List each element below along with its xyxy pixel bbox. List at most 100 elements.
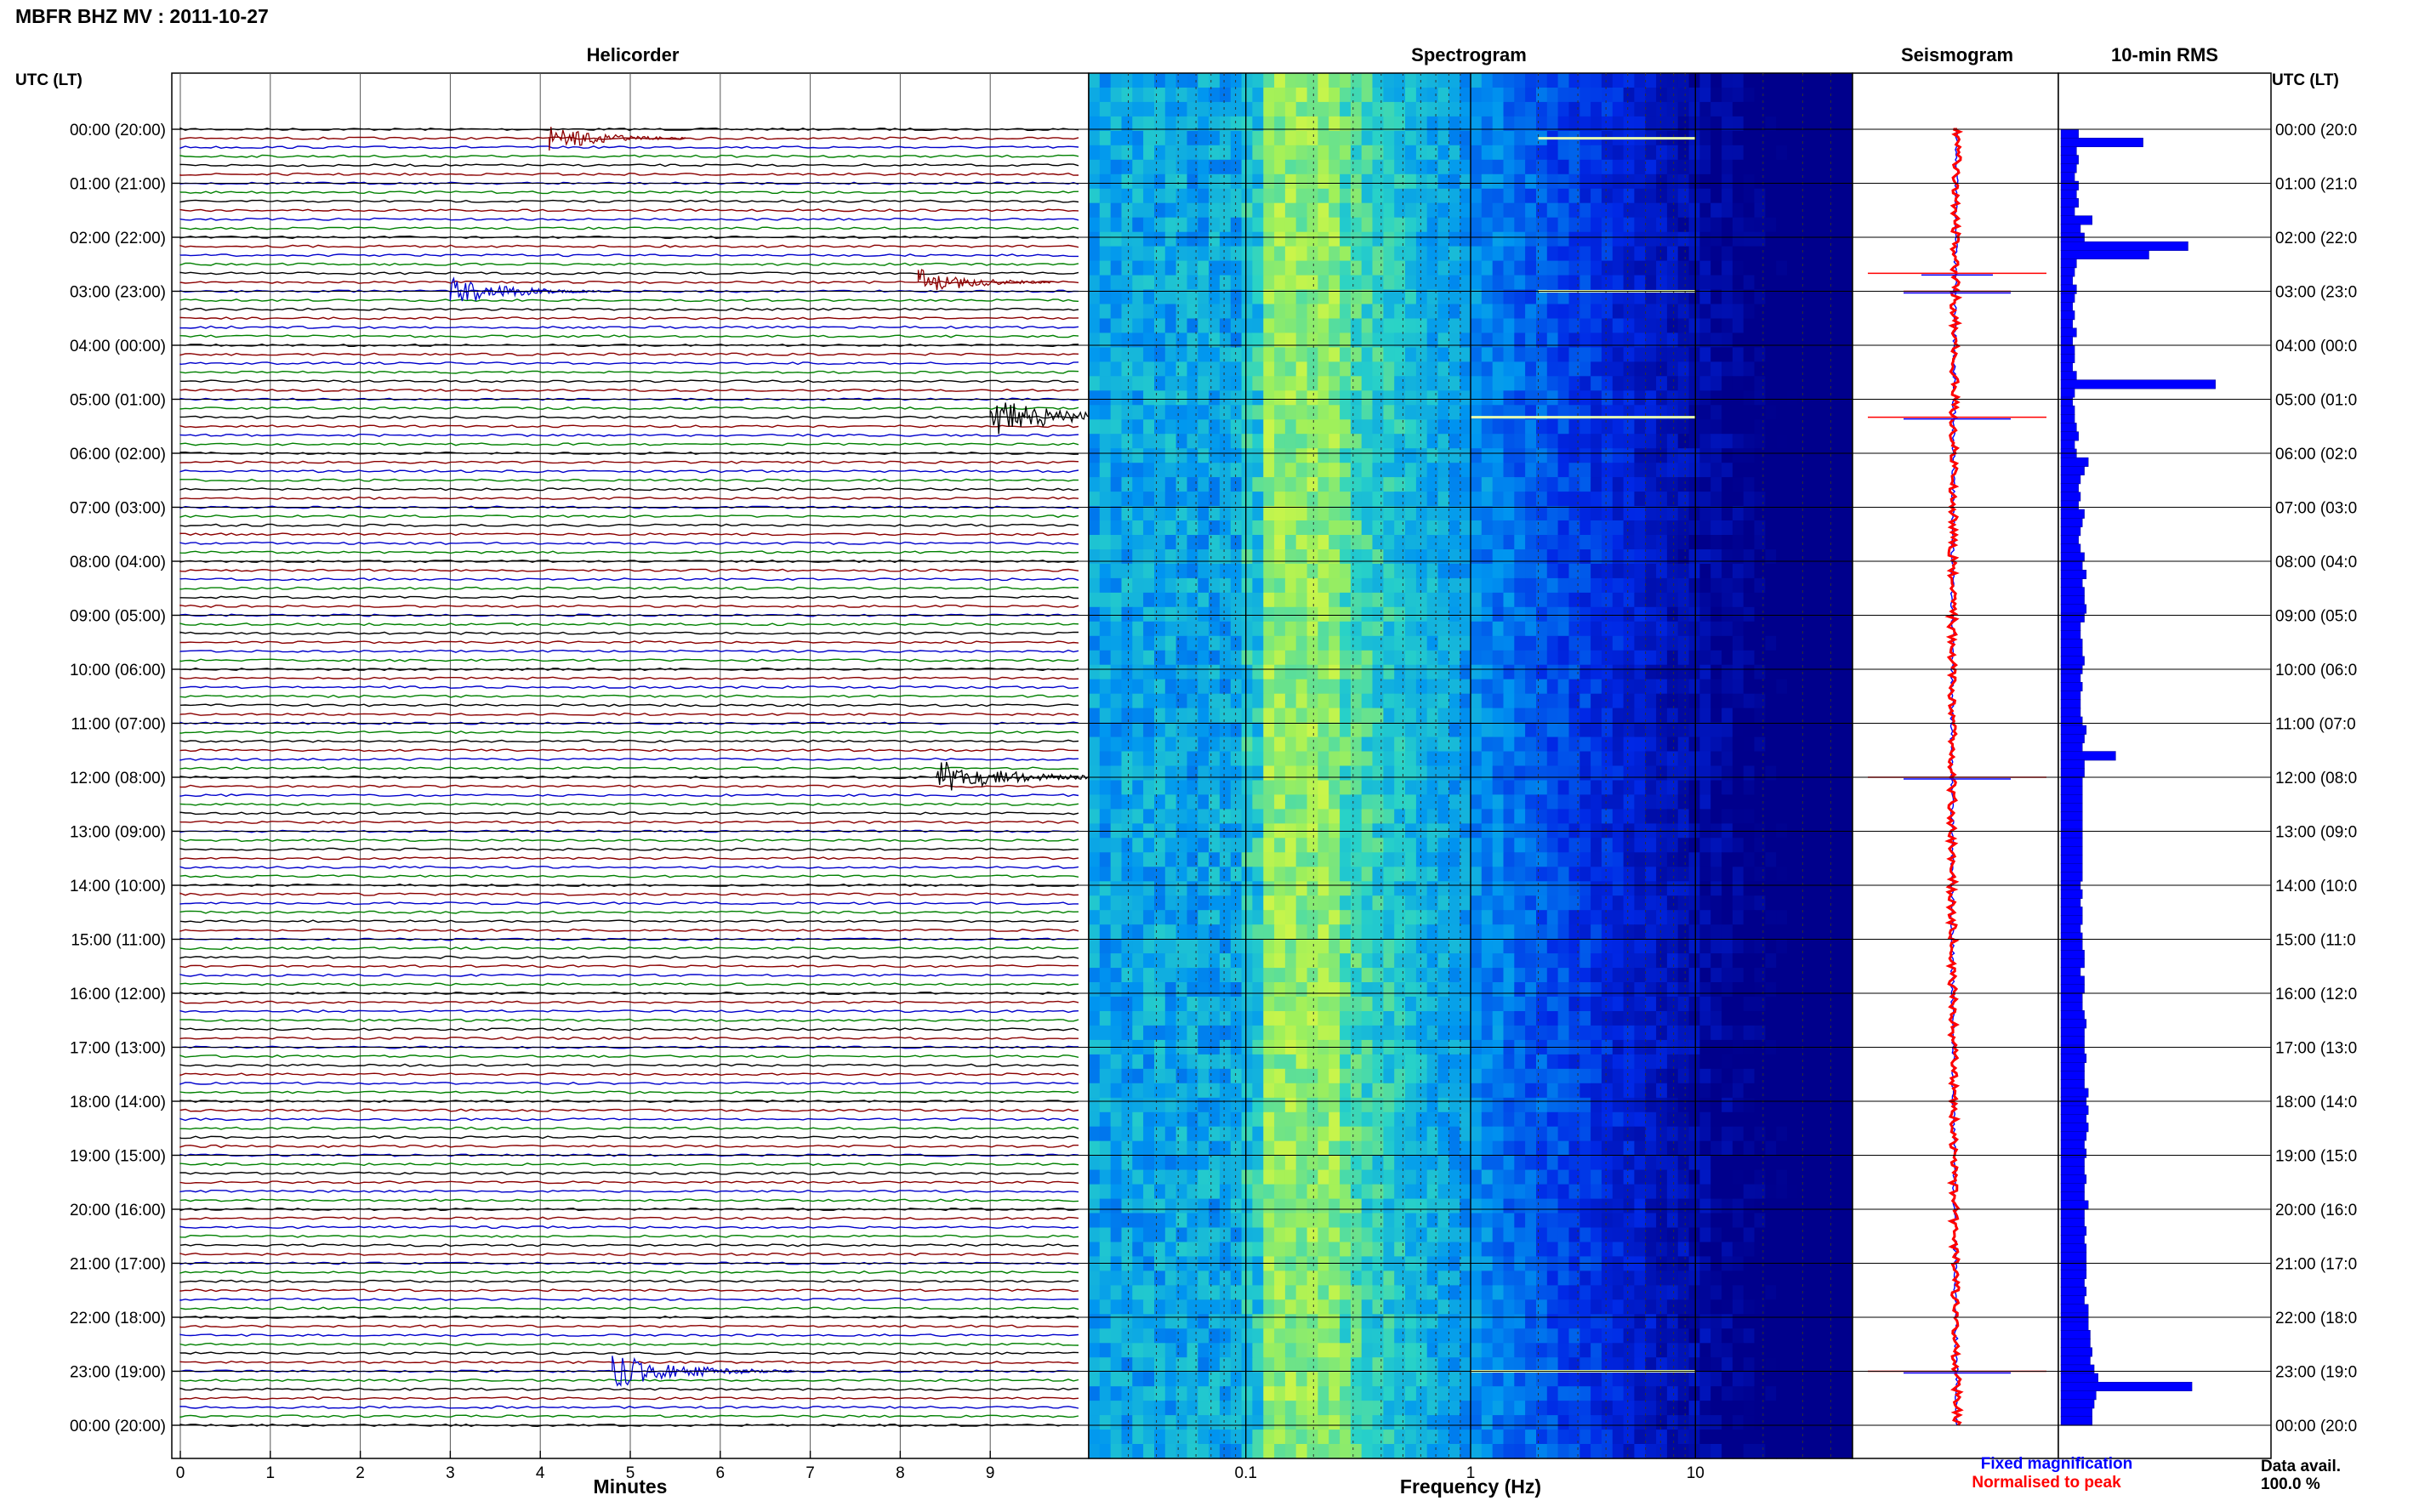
spectrogram-cell (1426, 722, 1439, 738)
spectrogram-cell (1394, 231, 1406, 247)
spectrogram-cell (1329, 145, 1340, 161)
spectrogram-cell (1164, 621, 1177, 637)
spectrogram-cell (1732, 173, 1745, 190)
spectrogram-cell (1591, 751, 1602, 767)
spectrogram-cell (1274, 88, 1286, 103)
spectrogram-cell (1121, 477, 1133, 492)
spectrogram-cell (1209, 448, 1221, 463)
spectrogram-cell (1699, 246, 1711, 262)
spectrogram-cell (1634, 448, 1646, 463)
spectrogram-cell (1514, 852, 1526, 867)
spectrogram-cell (1241, 419, 1253, 435)
spectrogram-cell (1405, 130, 1417, 146)
spectrogram-cell (1340, 130, 1352, 146)
spectrogram-cell (1198, 997, 1210, 1012)
spectrogram-cell (1797, 809, 1810, 824)
spectrogram-cell (1776, 116, 1788, 132)
spectrogram-cell (1514, 390, 1526, 406)
spectrogram-cell (1754, 318, 1766, 334)
spectrogram-cell (1426, 968, 1439, 983)
spectrogram-cell (1274, 246, 1286, 262)
spectrogram-cell (1666, 751, 1679, 767)
spectrogram-cell (1514, 463, 1526, 478)
spectrogram-cell (1536, 867, 1548, 882)
spectrogram-cell (1089, 376, 1101, 391)
spectrogram-cell (1198, 217, 1210, 233)
spectrogram-cell (1306, 982, 1318, 998)
spectrogram-cell (1677, 318, 1690, 334)
spectrogram-cell (1383, 535, 1395, 550)
spectrogram-cell (1241, 577, 1253, 594)
spectrogram-cell (1645, 708, 1657, 724)
spectrogram-cell (1841, 693, 1853, 709)
spectrogram-cell (1241, 708, 1253, 724)
spectrogram-cell (1089, 188, 1101, 204)
spectrogram-cell (1765, 419, 1777, 435)
spectrogram-cell (1143, 173, 1155, 190)
spectrogram-cell (1394, 246, 1406, 262)
spectrogram-cell (1743, 736, 1756, 753)
spectrogram-cell (1568, 563, 1580, 579)
spectrogram-cell (1557, 361, 1569, 377)
spectrogram-cell (1187, 390, 1198, 406)
spectrogram-cell (1591, 506, 1602, 521)
spectrogram-cell (1645, 1054, 1657, 1070)
helicorder-trace-line (179, 172, 1079, 176)
spectrogram-cell (1830, 895, 1842, 911)
spectrogram-cell (1089, 693, 1101, 709)
spectrogram-cell (1329, 563, 1340, 579)
spectrogram-cell (1198, 924, 1210, 940)
spectrogram-cell (1557, 101, 1569, 117)
spectrogram-cell (1797, 477, 1810, 492)
rms-title: 10-min RMS (2111, 44, 2218, 65)
spectrogram-cell (1656, 520, 1668, 536)
spectrogram-cell (1776, 304, 1788, 320)
spectrogram-cell (1525, 159, 1537, 175)
spectrogram-cell (1732, 333, 1745, 348)
spectrogram-cell (1132, 982, 1144, 998)
spectrogram-cell (1110, 780, 1123, 796)
spectrogram-cell (1143, 997, 1155, 1012)
spectrogram-cell (1274, 982, 1286, 998)
spectrogram-cell (1557, 997, 1569, 1012)
spectrogram-cell (1110, 881, 1123, 896)
spectrogram-cell (1623, 145, 1635, 161)
spectrogram-cell (1187, 260, 1198, 276)
spectrogram-cell (1787, 751, 1799, 767)
spectrogram-cell (1099, 506, 1112, 521)
helicorder-trace-line (179, 280, 1079, 284)
spectrogram-cell (1405, 722, 1417, 738)
spectrogram-cell (1350, 448, 1363, 463)
spectrogram-cell (1666, 968, 1679, 983)
spectrogram-cell (1350, 751, 1363, 767)
spectrogram-cell (1295, 809, 1308, 824)
helicorder-trace-line (179, 1396, 1079, 1401)
spectrogram-cell (1677, 664, 1690, 680)
spectrogram-cell (1426, 621, 1439, 637)
spectrogram-cell (1819, 968, 1831, 983)
spectrogram-cell (1471, 708, 1483, 724)
spectrogram-cell (1383, 751, 1395, 767)
spectrogram-cell (1579, 1011, 1591, 1026)
spectrogram-cell (1164, 606, 1177, 622)
spectrogram-cell (1263, 260, 1275, 276)
spectrogram-cell (1437, 910, 1449, 925)
helicorder-trace-line (179, 973, 1079, 977)
spectrogram-cell (1383, 1025, 1395, 1041)
spectrogram-cell (1252, 867, 1264, 882)
spectrogram-cell (1405, 549, 1417, 565)
spectrogram-cell (1460, 506, 1471, 521)
spectrogram-cell (1394, 173, 1406, 190)
spectrogram-cell (1546, 246, 1559, 262)
spectrogram-cell (1383, 419, 1395, 435)
spectrogram-cell (1645, 88, 1657, 103)
spectrogram-cell (1579, 910, 1591, 925)
spectrogram-cell (1284, 448, 1297, 463)
spectrogram-cell (1209, 434, 1221, 449)
spectrogram-cell (1372, 1025, 1384, 1041)
spectrogram-cell (1187, 1011, 1198, 1026)
spectrogram-cell (1329, 881, 1340, 896)
spectrogram-cell (1449, 419, 1460, 435)
spectrogram-cell (1808, 736, 1821, 753)
spectrogram-cell (1514, 997, 1526, 1012)
